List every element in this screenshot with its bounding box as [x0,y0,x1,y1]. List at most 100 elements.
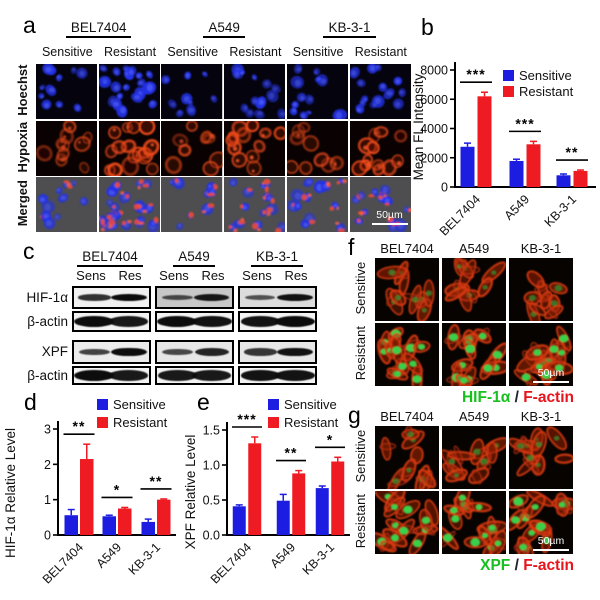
blot-band [77,294,111,301]
blot-band [109,316,149,327]
blot-band [74,316,115,327]
panel-f-tile-r0c0 [375,258,439,321]
panel-g-tile-r0c0 [375,426,439,489]
caption-part: / [510,389,524,406]
significance-stars: ** [73,418,86,434]
blot-band [277,294,313,301]
panel-a-tile-hypoxia-c4-image [286,120,348,176]
y-tick-label: 1.0 [203,459,220,473]
panel-c-cellline-label: KB-3-1 [250,249,304,267]
caption-part: XPF [480,557,511,574]
panel-a-cellline-label: BEL7404 [65,20,132,38]
y-tick-label: 0.0 [203,529,220,543]
panel-f-tile-r0c2-image [509,258,573,321]
panel-a-tile-merged-c1 [98,177,160,232]
panel-g-tile-r0c2 [509,426,573,489]
panel-a-tile-hypoxia-c1 [98,120,160,176]
caption-part: / [510,557,524,574]
panel-a-condition-header: Resistant [103,45,157,59]
panel-a-tile-merged-c2-image [161,177,223,232]
panel-a-tile-merged-c4 [286,177,348,232]
blot-band [162,294,193,301]
legend-label-resistant: Resistant [113,415,168,430]
panel-c-cellline-header-kb-3-1: KB-3-1 [222,249,332,267]
blot-band [109,370,149,381]
blot-band [192,370,232,381]
panel-a-condition-header: Resistant [354,45,407,59]
panel-a-cellline-header-kb-3-1: KB-3-1 [287,20,412,38]
blot-band [275,370,315,381]
blot-band [78,348,110,356]
legend-label-sensitive: Sensitive [284,397,337,412]
legend-swatch-resistant [97,417,108,428]
panel-a-tile-merged-c0-image [36,177,98,232]
significance-stars: *** [237,411,256,427]
panel-c-cellline-label: BEL7404 [77,249,143,267]
panel-c-blot-box-r0c2 [238,286,317,309]
panel-a-tile-hypoxia-c0 [36,120,98,176]
caption-part: HIF-1α [461,389,511,406]
bar-resistant-bel7404 [80,459,94,535]
panel-a-tile-merged-c4-image [286,177,348,232]
panel-a-tile-merged-c5-image [349,177,411,232]
panel-a-tile-hypoxia-c1-image [98,120,160,176]
panel-g-tile-r1c2 [509,491,573,554]
blot-band [194,348,229,356]
panel-c-condition-header: Sens [242,268,272,283]
y-tick-label: 8000 [420,64,448,78]
panel-a-tile-merged-c5 [349,177,411,232]
panel-a-tile-merged-c3 [224,177,286,232]
panel-c-condition-header: Res [284,268,308,283]
legend-swatch-sensitive [503,70,514,81]
panel-c-blot-box-r3c2 [238,366,317,385]
panel-a-tile-hypoxia-c2 [161,120,223,176]
panel-a-condition-header: Sensitive [292,45,344,59]
legend-swatch-resistant [503,86,514,97]
bar-resistant-a549 [118,508,132,535]
panel-a-tile-hoechst-c2-image [161,64,223,119]
panel-a-condition-header: Sensitive [41,45,93,59]
significance-stars: *** [466,66,485,82]
panel-f-tile-r1c1 [442,323,506,386]
chart-hif1a-relative-level: 0 1 2 3 HIF-1α Relative Level BEL7404 ** A549 * K… [3,397,176,586]
y-tick-label: 0 [44,529,51,543]
panel-a-condition-header: Sensitive [167,45,219,59]
panel-a-letter: a [23,12,36,38]
panel-g-cellline-header-bel7404: BEL7404 [380,409,434,424]
panel-c-blot-box-r1c1 [155,311,234,332]
panel-b-letter: b [421,14,434,40]
panel-a-tile-hoechst-c1 [98,64,160,119]
blot-band [274,316,315,327]
blot-band [157,316,198,327]
panel-d-letter: d [24,389,37,415]
panel-c-blot-row-label-0: HIF-1α [26,289,68,305]
panel-f-caption: HIF-1α / F-actin [374,389,574,407]
panel-f-row-label-resistant: Resistant [352,325,368,380]
panel-f-tile-r1c0-image [375,323,439,386]
panel-g-tile-r1c0-image [375,491,439,554]
panel-a-tile-merged-c1-image [98,177,160,232]
bar-resistant-kb-3-1 [331,461,345,535]
bar-resistant-a549 [526,144,541,187]
panel-c-blot-box-r1c2 [238,311,317,332]
y-tick-label: 2 [44,458,51,472]
y-tick-label: 2000 [420,151,448,165]
panel-a-tile-hypoxia-c3-image [224,120,286,176]
legend-label-resistant: Resistant [519,84,574,99]
panel-g-cellline-header-a549: A549 [458,409,490,424]
panel-g-scalebar-label: 50µm [537,535,565,547]
blot-band [161,348,193,356]
y-tick-label: 6000 [420,93,448,107]
bar-sensitive-a549 [509,160,524,187]
panel-c-blot-box-r3c1 [155,366,234,385]
bar-sensitive-kb-3-1 [556,175,571,187]
panel-f-tile-r1c1-image [442,323,506,386]
blot-band [277,347,313,357]
panel-c-blot-box-r2c0 [72,340,151,364]
panel-g-tile-r1c0 [375,491,439,554]
blot-band [244,348,277,356]
legend-label-sensitive: Sensitive [519,68,572,83]
panel-c-blot-box-r2c1 [155,340,234,364]
panel-g-cellline-header-kb-3-1: KB-3-1 [520,409,562,424]
